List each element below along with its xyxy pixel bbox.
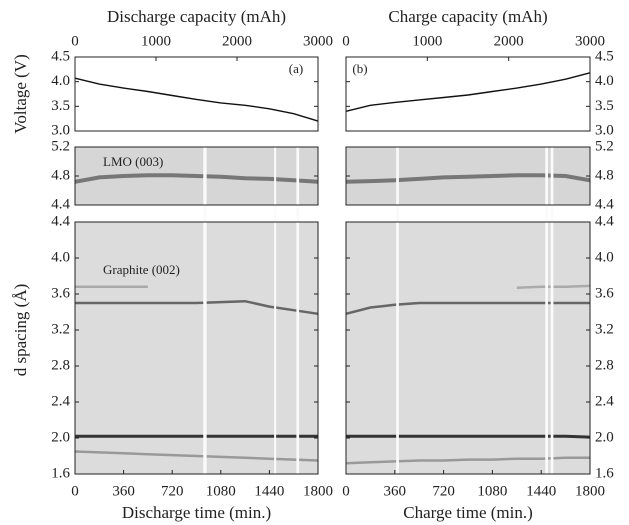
x-tick-label: 720 xyxy=(161,483,184,499)
data-gap xyxy=(296,147,300,474)
y-tick-label: 3.5 xyxy=(595,98,614,114)
y-tick-label: 2.8 xyxy=(51,357,70,373)
panel-label: (b) xyxy=(352,61,367,76)
y-axis-title: Voltage (V) xyxy=(11,54,30,133)
x-tick-label: 1080 xyxy=(477,483,507,499)
intensity-map xyxy=(75,222,318,474)
y-tick-label: 3.2 xyxy=(51,321,70,337)
intensity-map xyxy=(346,222,590,474)
y-tick-label: 4.5 xyxy=(51,48,70,64)
y-tick-label: 4.0 xyxy=(51,249,70,265)
y-tick-label: 4.5 xyxy=(595,48,614,64)
panel-label: (a) xyxy=(289,61,303,76)
y-tick-label: 4.4 xyxy=(51,196,70,212)
x-tick-label: 1800 xyxy=(575,483,605,499)
panel-frame xyxy=(74,56,319,132)
y-tick-label: 5.2 xyxy=(51,138,70,154)
x-tick-label: 720 xyxy=(432,483,455,499)
graphite-peak xyxy=(346,434,591,439)
x2-tick-label: 2000 xyxy=(494,33,524,49)
y-tick-label: 4.4 xyxy=(51,213,70,229)
graphite-peak xyxy=(74,450,319,462)
y-tick-label: 4.8 xyxy=(595,167,614,183)
lmo-peak xyxy=(74,173,319,184)
graphite-peak xyxy=(75,299,319,316)
x2-tick-label: 0 xyxy=(71,33,79,49)
y-tick-label: 4.4 xyxy=(595,196,614,212)
x-tick-label: 0 xyxy=(71,483,79,499)
data-gap xyxy=(203,147,207,474)
x2-tick-label: 1000 xyxy=(412,33,442,49)
y-tick-label: 3.5 xyxy=(51,98,70,114)
y-tick-label: 3.2 xyxy=(595,321,614,337)
graphite-peak xyxy=(345,301,590,316)
data-gap xyxy=(396,147,399,474)
y-tick-label: 4.0 xyxy=(595,249,614,265)
y-tick-label: 3.0 xyxy=(51,122,70,138)
x2-tick-label: 3000 xyxy=(303,33,333,49)
x2-axis-title: Charge capacity (mAh) xyxy=(388,7,547,26)
y-tick-label: 1.6 xyxy=(51,465,70,481)
x-axis-title: Charge time (min.) xyxy=(403,503,533,522)
y-tick-label: 3.6 xyxy=(595,285,614,301)
x2-axis-title: Discharge capacity (mAh) xyxy=(107,7,286,26)
voltage-curve xyxy=(345,72,591,112)
y-tick-label: 4.4 xyxy=(595,213,614,229)
panel-frame xyxy=(345,56,591,132)
data-gap xyxy=(550,147,554,474)
x-tick-label: 1080 xyxy=(206,483,236,499)
y-tick-label: 2.4 xyxy=(595,393,614,409)
data-gap xyxy=(274,147,277,474)
x-tick-label: 360 xyxy=(112,483,135,499)
lmo-peak xyxy=(345,173,591,184)
y-tick-label: 2.8 xyxy=(595,357,614,373)
y-tick-label: 1.6 xyxy=(595,465,614,481)
y-tick-label: 2.0 xyxy=(595,429,614,445)
voltage-curve xyxy=(74,77,319,122)
peak-label: Graphite (002) xyxy=(103,262,180,277)
y-tick-label: 4.0 xyxy=(595,73,614,89)
x-tick-label: 0 xyxy=(342,483,350,499)
y-tick-label: 4.8 xyxy=(51,167,70,183)
x-tick-label: 360 xyxy=(384,483,407,499)
graphite-peak xyxy=(345,456,590,465)
x2-tick-label: 1000 xyxy=(141,33,171,49)
x2-tick-label: 0 xyxy=(342,33,350,49)
x-tick-label: 1800 xyxy=(303,483,333,499)
panel-frame xyxy=(74,221,319,475)
y-tick-label: 3.6 xyxy=(51,285,70,301)
y-tick-label: 4.0 xyxy=(51,73,70,89)
x2-tick-label: 3000 xyxy=(575,33,605,49)
x-tick-label: 1440 xyxy=(526,483,556,499)
y-tick-label: 5.2 xyxy=(595,138,614,154)
data-gap xyxy=(545,147,548,474)
x-axis-title: Discharge time (min.) xyxy=(122,503,271,522)
peak-label: LMO (003) xyxy=(103,154,163,169)
x2-tick-label: 2000 xyxy=(222,33,252,49)
y-tick-label: 2.4 xyxy=(51,393,70,409)
x-tick-label: 1440 xyxy=(254,483,284,499)
panel-frame xyxy=(345,221,591,475)
y-tick-label: 3.0 xyxy=(595,122,614,138)
y-tick-label: 2.0 xyxy=(51,429,70,445)
y-axis-title: d spacing (Å) xyxy=(11,284,30,377)
